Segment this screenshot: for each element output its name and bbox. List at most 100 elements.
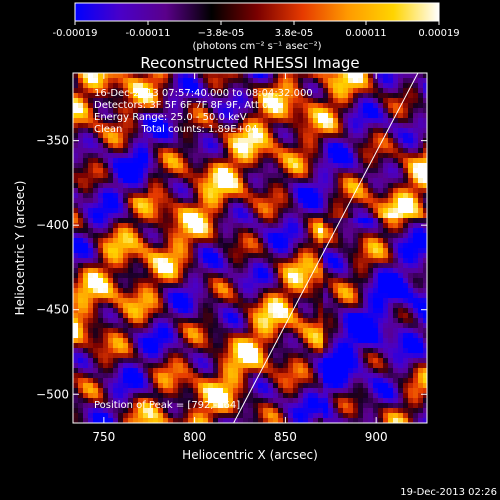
heatmap-cell [193,283,199,289]
heatmap-cell [323,373,329,379]
heatmap-cell [213,193,219,199]
heatmap-cell [248,93,254,99]
heatmap-cell [283,163,289,169]
heatmap-cell [388,88,394,94]
heatmap-cell [353,253,359,259]
heatmap-cell [363,408,369,414]
heatmap-cell [78,218,84,224]
heatmap-cell [303,308,309,314]
heatmap-cell [143,203,149,209]
heatmap-cell [148,213,154,219]
heatmap-cell [173,148,179,154]
heatmap-cell [353,268,359,274]
heatmap-cell [393,313,399,319]
heatmap-cell [118,123,124,129]
heatmap-cell [193,238,199,244]
heatmap-cell [213,128,219,134]
heatmap-cell [88,413,94,419]
heatmap-cell [143,418,149,423]
heatmap-cell [298,378,304,384]
heatmap-cell [113,258,119,264]
heatmap-cell [363,153,369,159]
heatmap-cell [83,78,89,84]
heatmap-cell [348,413,354,419]
heatmap-cell [228,183,234,189]
heatmap-cell [213,268,219,274]
heatmap-cell [263,368,269,374]
heatmap-cell [273,348,279,354]
heatmap-cell [408,198,414,204]
heatmap-cell [218,113,224,119]
heatmap-cell [363,318,369,324]
heatmap-cell [113,78,119,84]
heatmap-cell [263,298,269,304]
heatmap-cell [398,208,404,214]
heatmap-cell [188,93,194,99]
heatmap-cell [358,368,364,374]
heatmap-cell [363,303,369,309]
heatmap-cell [118,203,124,209]
heatmap-cell [148,373,154,379]
heatmap-cell [273,193,279,199]
heatmap-cell [413,403,419,409]
heatmap-cell [193,153,199,159]
heatmap-cell [98,88,104,94]
heatmap-cell [258,168,264,174]
heatmap-cell [403,233,409,239]
heatmap-cell [408,268,414,274]
heatmap-cell [218,233,224,239]
heatmap-cell [383,328,389,334]
heatmap-cell [383,193,389,199]
heatmap-cell [273,313,279,319]
heatmap-cell [268,148,274,154]
heatmap-cell [98,418,104,423]
heatmap-cell [193,338,199,344]
heatmap-cell [98,83,104,89]
heatmap-cell [333,93,339,99]
heatmap-cell [268,398,274,404]
heatmap-cell [273,383,279,389]
heatmap-cell [73,183,79,189]
heatmap-cell [73,328,79,334]
heatmap-cell [393,173,399,179]
heatmap-cell [83,408,89,414]
heatmap-cell [268,313,274,319]
heatmap-cell [348,253,354,259]
heatmap-cell [393,263,399,269]
heatmap-cell [148,183,154,189]
heatmap-cell [233,133,239,139]
heatmap-cell [193,118,199,124]
colorbar [74,2,440,22]
heatmap-cell [363,103,369,109]
heatmap-cell [203,378,209,384]
heatmap-cell [403,78,409,84]
heatmap-cell [253,398,259,404]
heatmap-cell [128,118,134,124]
heatmap-cell [403,273,409,279]
heatmap-cell [88,293,94,299]
heatmap-cell [143,263,149,269]
heatmap-cell [298,233,304,239]
heatmap-cell [353,183,359,189]
heatmap-cell [293,208,299,214]
heatmap-cell [383,73,389,79]
heatmap-cell [168,93,174,99]
heatmap-cell [293,408,299,414]
heatmap-cell [328,358,334,364]
heatmap-cell [123,358,129,364]
heatmap-cell [183,353,189,359]
heatmap-cell [93,193,99,199]
heatmap-cell [253,228,259,234]
heatmap-cell [338,248,344,254]
heatmap-cell [383,218,389,224]
heatmap-cell [143,208,149,214]
heatmap-cell [328,83,334,89]
heatmap-cell [108,403,114,409]
heatmap-cell [98,393,104,399]
heatmap-cell [373,173,379,179]
heatmap-cell [228,283,234,289]
heatmap-cell [358,333,364,339]
heatmap-cell [208,278,214,284]
heatmap-cell [223,123,229,129]
heatmap-cell [268,363,274,369]
